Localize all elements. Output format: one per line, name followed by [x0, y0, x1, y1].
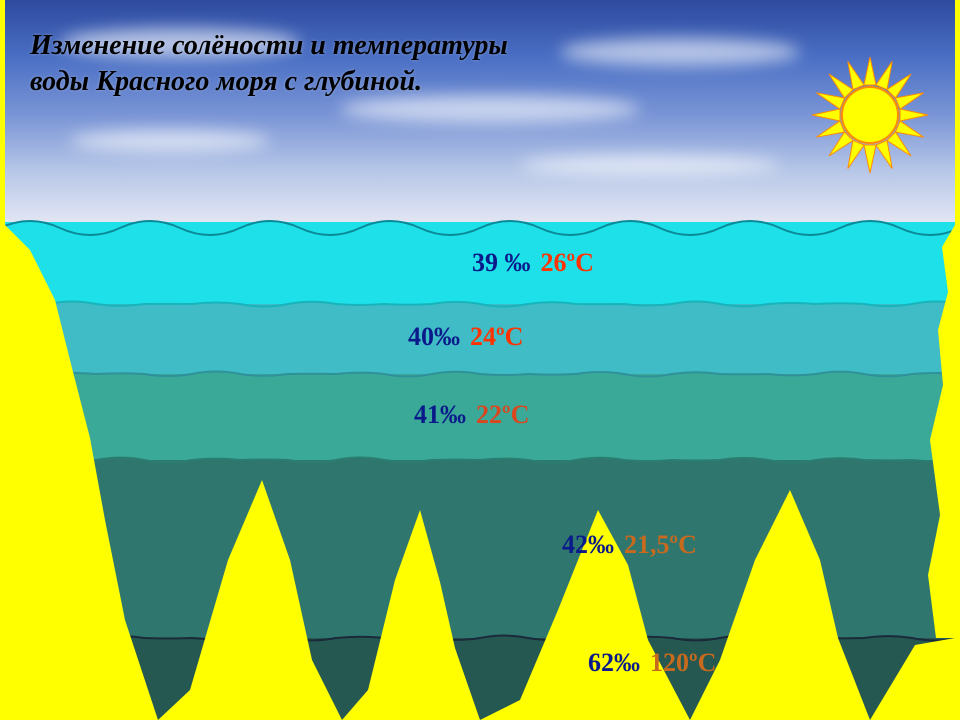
- diagram-title: Изменение солёности и температуры воды К…: [30, 28, 530, 101]
- cloud: [560, 38, 800, 66]
- temperature-value: 21,5ºС: [624, 530, 697, 559]
- sun-icon: [810, 55, 930, 175]
- temperature-value: 26ºС: [541, 248, 594, 277]
- water-surface-wave: [0, 210, 960, 240]
- layer-label-2: 41‰ 22ºС: [414, 400, 529, 430]
- salinity-value: 41‰: [414, 400, 466, 429]
- layer-boundary-4: [0, 628, 960, 648]
- salinity-value: 62‰: [588, 648, 640, 677]
- layer-label-0: 39 ‰ 26ºС: [472, 248, 594, 278]
- layer-boundary-1: [0, 294, 960, 314]
- layer-label-4: 62‰ 120ºС: [588, 648, 716, 678]
- temperature-value: 24ºС: [470, 322, 523, 351]
- layer-label-3: 42‰ 21,5ºС: [562, 530, 697, 560]
- salinity-value: 42‰: [562, 530, 614, 559]
- layer-boundary-2: [0, 364, 960, 384]
- sun-core: [842, 87, 898, 143]
- water-layer-4: [0, 638, 960, 720]
- cloud: [520, 155, 780, 175]
- layer-label-1: 40‰ 24ºС: [408, 322, 523, 352]
- water-layer-3: [0, 460, 960, 638]
- cloud: [70, 130, 270, 152]
- temperature-value: 22ºС: [476, 400, 529, 429]
- temperature-value: 120ºС: [650, 648, 716, 677]
- salinity-value: 40‰: [408, 322, 460, 351]
- layer-boundary-3: [0, 450, 960, 470]
- salinity-value: 39 ‰: [472, 248, 531, 277]
